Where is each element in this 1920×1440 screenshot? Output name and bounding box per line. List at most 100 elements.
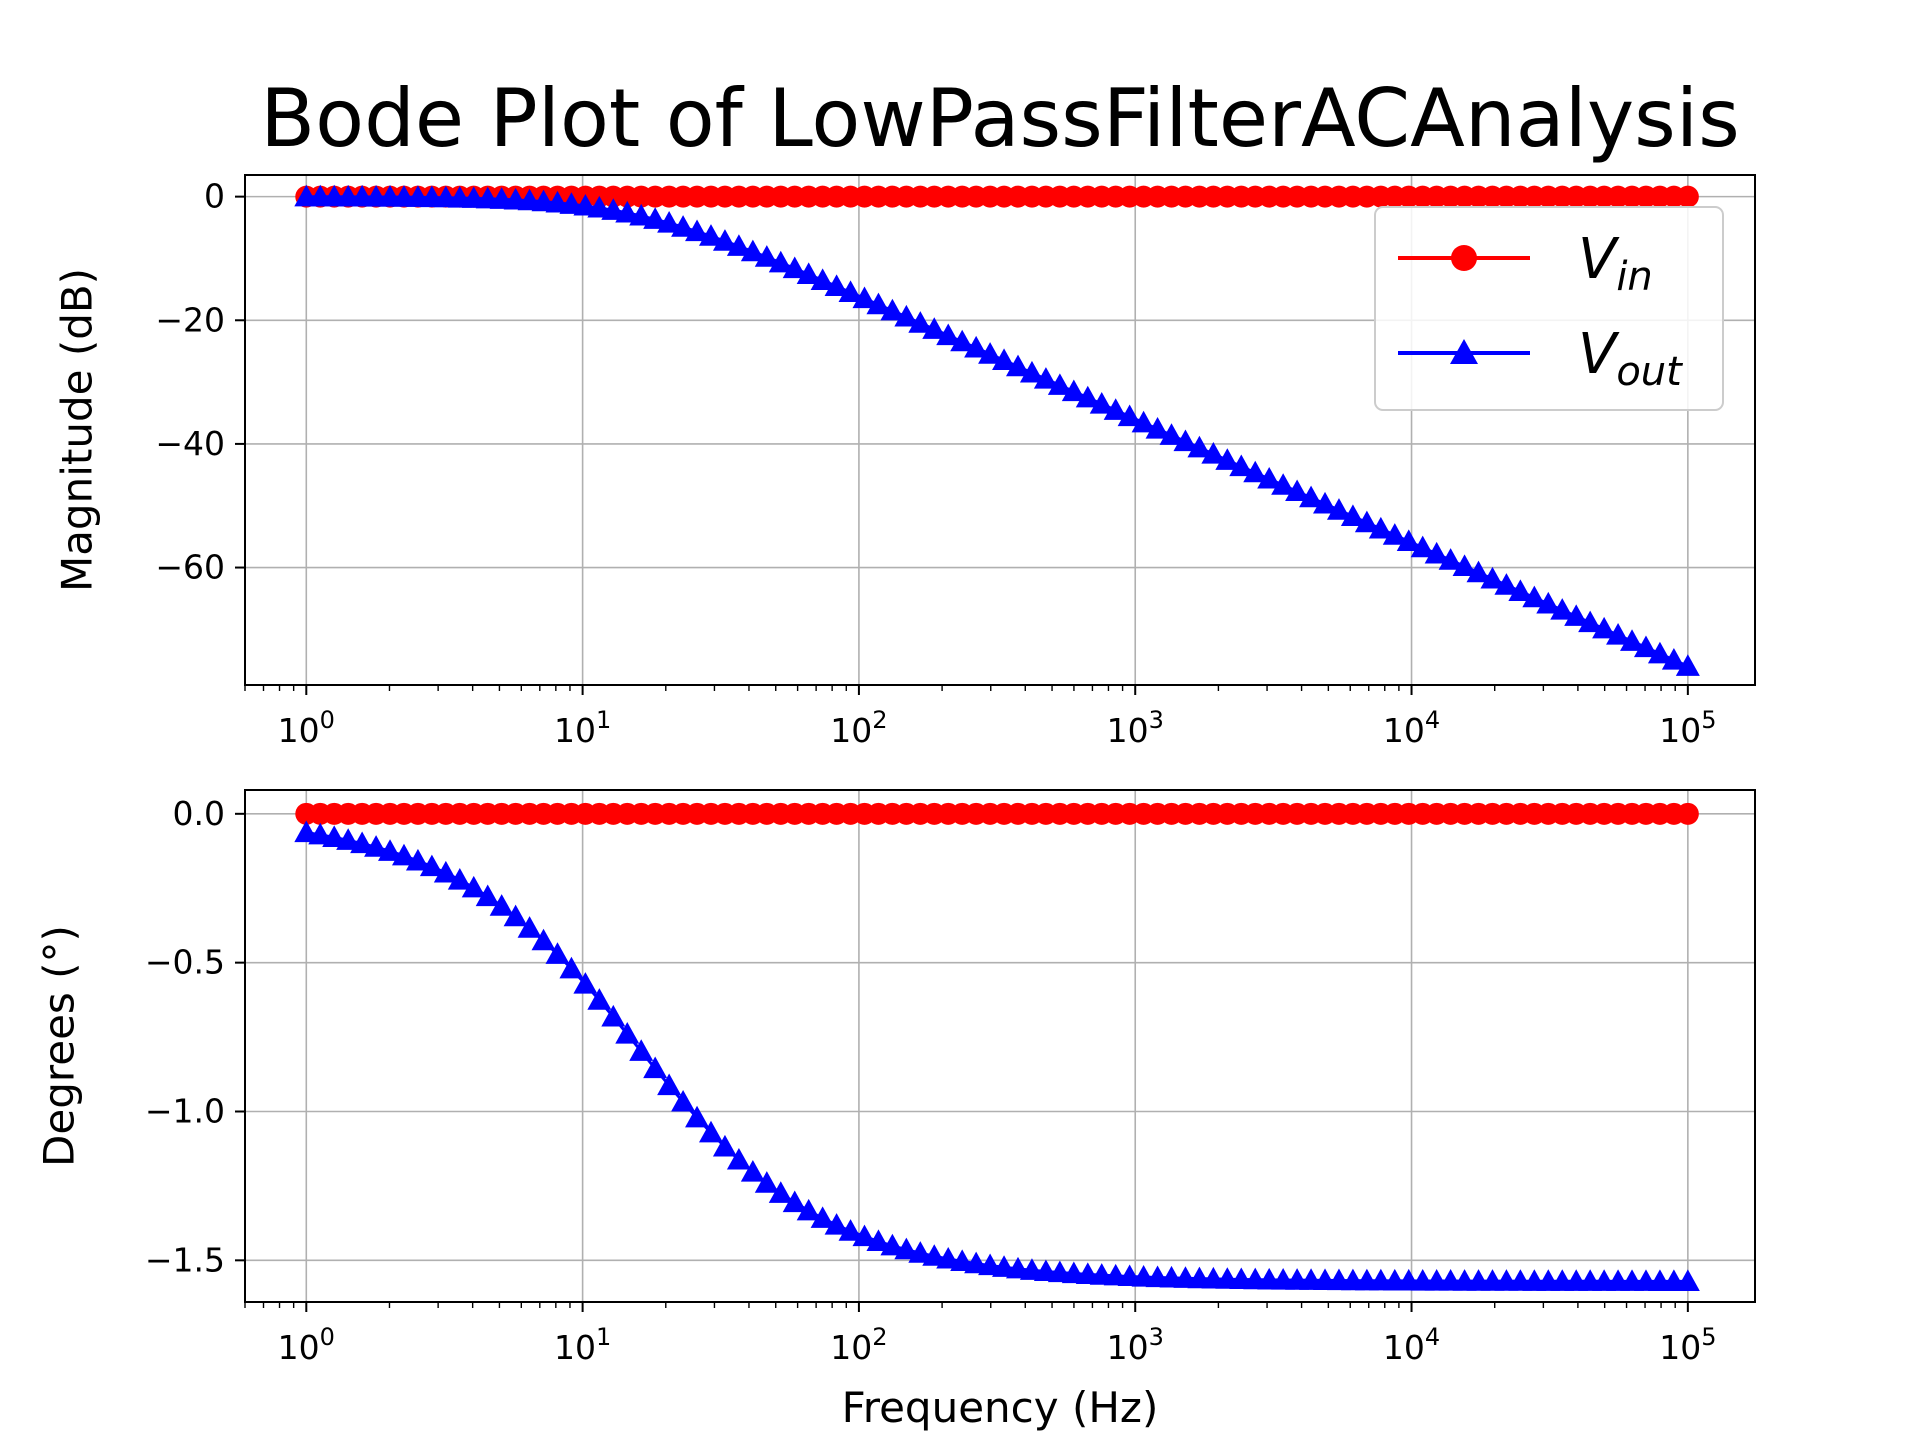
data-point (587, 988, 612, 1010)
y-axis-label: Degrees (°) (35, 925, 84, 1167)
legend-marker (1451, 245, 1477, 271)
data-point (559, 956, 584, 979)
data-point (936, 323, 961, 346)
data-point (1117, 404, 1142, 427)
x-tick-label: 101 (554, 1323, 611, 1367)
data-point (866, 292, 891, 315)
data-point (1229, 454, 1254, 477)
data-point (531, 928, 556, 951)
series-vin (295, 802, 1699, 825)
data-point (768, 1181, 793, 1203)
data-point (1159, 423, 1184, 445)
x-tick-label: 103 (1107, 706, 1164, 750)
data-point (922, 317, 947, 339)
data-point (852, 286, 877, 309)
legend-entry: Vin (1398, 227, 1653, 300)
data-point (824, 274, 849, 296)
data-point (964, 1251, 989, 1274)
data-point (433, 860, 458, 883)
data-point (754, 245, 779, 267)
data-point (601, 1004, 626, 1027)
data-point (1661, 648, 1686, 670)
x-tick-label: 104 (1383, 706, 1440, 750)
data-point (643, 207, 668, 229)
data-point (1676, 802, 1699, 825)
data-point (1522, 585, 1547, 608)
data-point (629, 1039, 654, 1061)
data-point (489, 894, 514, 916)
data-point (1592, 616, 1617, 639)
data-point (391, 843, 416, 866)
data-point (1089, 392, 1114, 414)
data-point (685, 219, 710, 242)
axes-frame (244, 174, 1756, 686)
data-point (671, 215, 696, 237)
data-point (908, 1241, 933, 1263)
data-point (1410, 535, 1435, 558)
data-point (880, 1233, 905, 1256)
data-point (1466, 560, 1491, 583)
data-point (1578, 610, 1603, 633)
data-point (866, 1229, 891, 1252)
data-point (615, 1021, 640, 1044)
data-point (1647, 641, 1672, 664)
data-point (1326, 498, 1351, 520)
data-point (1299, 485, 1324, 508)
data-point (364, 835, 389, 857)
data-point (1354, 510, 1379, 533)
data-point (573, 193, 598, 216)
y-tick-label: −0.5 (145, 943, 225, 982)
data-point (754, 1171, 779, 1193)
data-point (657, 1073, 682, 1096)
data-point (503, 904, 528, 927)
x-tick-label: 103 (1107, 1323, 1164, 1367)
data-point (796, 262, 821, 285)
data-point (1215, 448, 1240, 470)
data-point (838, 280, 863, 302)
series-vout (294, 184, 1700, 676)
data-point (685, 1105, 710, 1128)
data-point (768, 250, 793, 273)
x-tick-label: 102 (830, 706, 887, 750)
data-point (1620, 629, 1645, 651)
data-point (712, 1134, 737, 1157)
data-point (447, 867, 472, 890)
series-vout (294, 820, 1700, 1291)
data-point (405, 848, 430, 871)
data-point (475, 884, 500, 907)
data-point (1676, 185, 1699, 208)
y-tick-label: −1.0 (145, 1091, 225, 1130)
x-tick-label: 105 (1659, 1323, 1716, 1367)
data-point (740, 1160, 765, 1182)
y-tick-label: −40 (155, 424, 225, 463)
data-point (1340, 504, 1365, 527)
y-tick-label: 0.0 (173, 794, 225, 833)
x-tick-label: 102 (830, 1323, 887, 1367)
data-point (350, 831, 375, 854)
data-point (1173, 429, 1198, 452)
phase-panel: 100 101 102 103 104 105 0.0 −0.5 −1.0 −1.5 Degrees… (35, 789, 1756, 1367)
data-point (1145, 417, 1170, 439)
data-point (810, 1206, 835, 1228)
series-vin (295, 185, 1699, 208)
magnitude-panel: 100 101 102 103 104 105 0 −20 −40 −60 Magnitude (d… (53, 174, 1756, 750)
data-point (922, 1244, 947, 1266)
data-point (1006, 354, 1031, 377)
data-point (322, 825, 347, 847)
data-point (1201, 441, 1226, 464)
data-point (615, 200, 640, 223)
data-point (1382, 523, 1407, 545)
data-point (950, 1249, 975, 1272)
data-point (1508, 579, 1533, 601)
data-point (824, 1213, 849, 1235)
data-point (796, 1198, 821, 1221)
data-point (1271, 473, 1296, 495)
legend-marker (1450, 339, 1478, 364)
data-point (1452, 554, 1477, 576)
data-point (1131, 410, 1156, 433)
data-point (1061, 379, 1086, 402)
data-point (936, 1246, 961, 1269)
y-tick-label: −20 (155, 300, 225, 339)
axes-frame (244, 789, 1756, 1303)
